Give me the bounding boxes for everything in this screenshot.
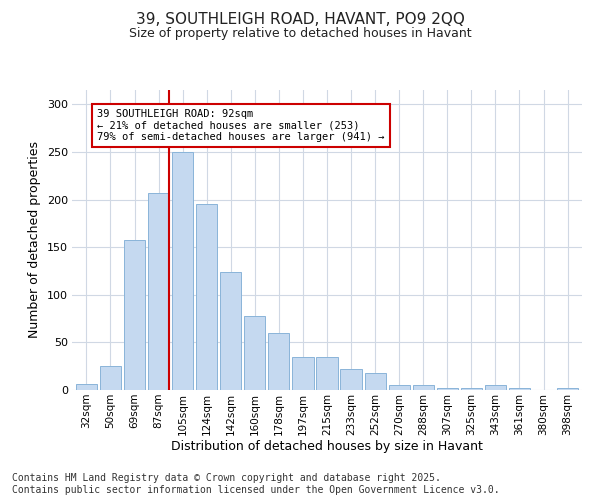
Y-axis label: Number of detached properties: Number of detached properties bbox=[28, 142, 41, 338]
Bar bbox=[100, 366, 121, 390]
Bar bbox=[220, 272, 241, 390]
Bar bbox=[244, 316, 265, 390]
Text: 39 SOUTHLEIGH ROAD: 92sqm
← 21% of detached houses are smaller (253)
79% of semi: 39 SOUTHLEIGH ROAD: 92sqm ← 21% of detac… bbox=[97, 109, 385, 142]
Bar bbox=[509, 388, 530, 390]
Bar bbox=[148, 193, 169, 390]
Bar bbox=[292, 356, 314, 390]
Bar bbox=[76, 384, 97, 390]
Bar bbox=[413, 385, 434, 390]
Bar bbox=[196, 204, 217, 390]
Bar bbox=[485, 385, 506, 390]
Bar bbox=[316, 356, 338, 390]
Bar bbox=[172, 152, 193, 390]
Text: 39, SOUTHLEIGH ROAD, HAVANT, PO9 2QQ: 39, SOUTHLEIGH ROAD, HAVANT, PO9 2QQ bbox=[136, 12, 464, 28]
Bar bbox=[389, 385, 410, 390]
Bar bbox=[340, 369, 362, 390]
X-axis label: Distribution of detached houses by size in Havant: Distribution of detached houses by size … bbox=[171, 440, 483, 454]
Bar bbox=[461, 388, 482, 390]
Bar bbox=[557, 388, 578, 390]
Bar bbox=[365, 373, 386, 390]
Bar bbox=[124, 240, 145, 390]
Text: Size of property relative to detached houses in Havant: Size of property relative to detached ho… bbox=[128, 28, 472, 40]
Text: Contains HM Land Registry data © Crown copyright and database right 2025.
Contai: Contains HM Land Registry data © Crown c… bbox=[12, 474, 500, 495]
Bar bbox=[268, 333, 289, 390]
Bar bbox=[437, 388, 458, 390]
